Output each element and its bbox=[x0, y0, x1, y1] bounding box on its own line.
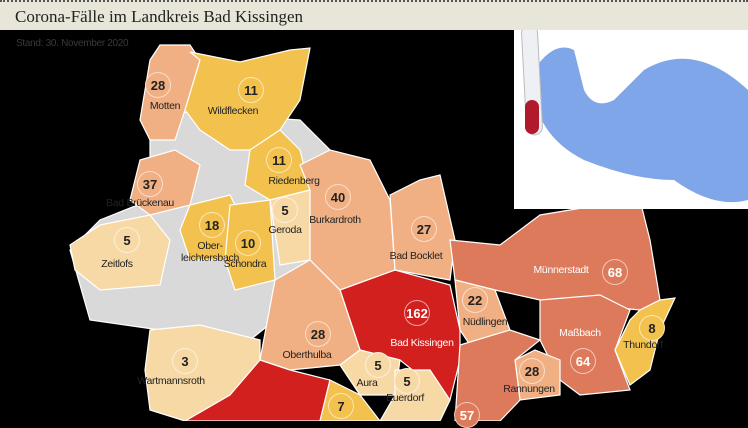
case-count-bubble: 5 bbox=[114, 227, 140, 253]
region-zeitlofs bbox=[69, 214, 171, 291]
case-count-bubble: 11 bbox=[266, 147, 292, 173]
case-count-bubble: 8 bbox=[639, 315, 665, 341]
municipality-label: Münnerstadt bbox=[533, 264, 589, 276]
region-southeast bbox=[454, 329, 542, 421]
map-title: Corona-Fälle im Landkreis Bad Kissingen bbox=[15, 7, 304, 26]
case-count-bubble: 11 bbox=[238, 77, 264, 103]
case-count-bubble: 40 bbox=[325, 184, 351, 210]
case-count-bubble: 5 bbox=[394, 368, 420, 394]
municipality-label: Motten bbox=[149, 100, 181, 112]
case-count-bubble: 27 bbox=[411, 216, 437, 242]
case-count-bubble: 37 bbox=[137, 171, 163, 197]
case-count-bubble: 5 bbox=[365, 352, 391, 378]
municipality-label: Schondra bbox=[223, 258, 267, 270]
header-bar: Corona-Fälle im Landkreis Bad Kissingen bbox=[0, 0, 748, 30]
case-count-bubble: 28 bbox=[145, 72, 171, 98]
municipality-label: Ober-leichtersbach bbox=[181, 240, 239, 264]
case-count-bubble: 64 bbox=[570, 348, 596, 374]
case-count-bubble: 10 bbox=[235, 230, 261, 256]
municipality-label: Thundorf bbox=[623, 339, 663, 351]
municipality-label: Nüdlingen bbox=[462, 316, 508, 328]
glove-test-tube-photo bbox=[514, 30, 748, 209]
case-count-bubble: 5 bbox=[272, 197, 298, 223]
case-count-bubble: 18 bbox=[199, 212, 225, 238]
municipality-label: Burkardroth bbox=[309, 214, 361, 226]
municipality-label: Bad Brückenau bbox=[106, 197, 174, 209]
region-massbach bbox=[539, 294, 631, 396]
case-count-bubble: 162 bbox=[404, 300, 430, 326]
photo-illustration bbox=[521, 30, 748, 203]
date-stamp: Stand: 30. November 2020 bbox=[16, 38, 129, 49]
case-count-bubble: 3 bbox=[172, 348, 198, 374]
municipality-label: Aura bbox=[356, 377, 378, 389]
blood-fill bbox=[525, 100, 539, 134]
municipality-label: Riedenberg bbox=[268, 175, 320, 187]
case-count-bubble: 28 bbox=[519, 358, 545, 384]
municipality-label: Oberthulba bbox=[282, 349, 332, 361]
municipality-label: Euerdorf bbox=[386, 392, 424, 404]
case-count-bubble: 22 bbox=[462, 287, 488, 313]
municipality-label: Bad Kissingen bbox=[390, 337, 454, 349]
municipality-label: Wartmannsroth bbox=[137, 375, 205, 387]
case-count-bubble: 57 bbox=[454, 402, 480, 428]
municipality-label: Wildflecken bbox=[207, 105, 259, 117]
municipality-label: Geroda bbox=[268, 224, 302, 236]
blue-glove bbox=[534, 47, 748, 203]
case-count-bubble: 7 bbox=[328, 393, 354, 419]
case-count-bubble: 68 bbox=[602, 259, 628, 285]
municipality-label: Bad Bocklet bbox=[389, 250, 443, 262]
case-count-bubble: 28 bbox=[305, 321, 331, 347]
municipality-label: Rannungen bbox=[503, 383, 555, 395]
municipality-label: Maßbach bbox=[559, 327, 601, 339]
municipality-label: Zeitlofs bbox=[101, 258, 133, 270]
